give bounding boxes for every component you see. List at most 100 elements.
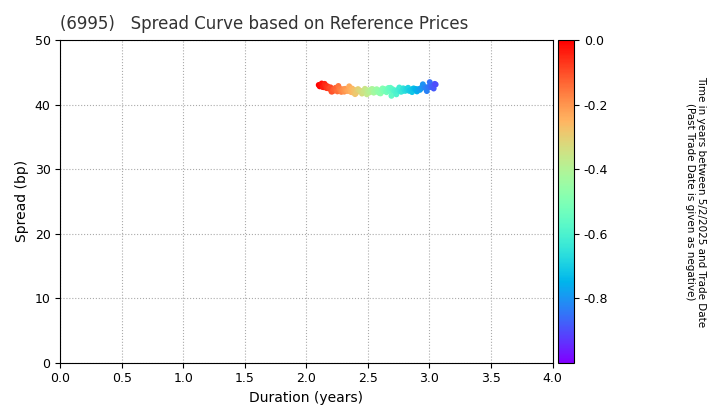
Point [317,84,328,90]
Point [382,87,393,94]
Point [332,88,343,95]
Point [409,86,420,92]
Point [343,83,355,90]
Point [390,87,401,94]
Point [338,88,350,95]
Point [426,83,438,89]
Point [343,88,354,94]
Point [384,87,395,94]
Point [349,91,361,97]
Point [430,81,441,88]
Point [429,81,441,87]
Point [379,87,391,94]
Point [428,85,439,92]
Point [362,87,374,94]
Point [422,84,433,91]
Point [384,84,396,91]
Point [336,89,347,95]
Point [355,88,366,94]
Point [346,89,357,95]
Point [344,87,356,93]
Point [405,87,417,94]
Point [389,88,400,94]
Point [357,89,369,95]
Point [397,85,409,92]
Point [378,88,390,94]
Point [419,84,431,91]
Point [325,84,336,91]
Point [370,87,382,94]
Point [402,84,414,91]
Point [401,86,413,93]
Point [313,81,325,88]
Point [316,80,328,87]
Point [420,84,431,91]
Point [365,87,377,93]
Point [333,83,344,89]
Point [366,86,377,92]
Point [406,89,418,95]
Point [346,85,358,92]
Point [383,84,395,91]
Y-axis label: Spread (bp): Spread (bp) [15,160,29,242]
Point [341,87,352,94]
Point [410,86,422,93]
Point [329,87,341,94]
Point [369,88,380,95]
Point [400,85,412,92]
Point [392,87,403,94]
Point [397,88,408,94]
Point [376,86,387,93]
Point [400,87,411,94]
Point [417,81,428,88]
Point [318,84,330,91]
Point [427,83,438,90]
Point [379,86,390,92]
Point [395,89,407,95]
Point [425,84,436,90]
Point [364,89,376,96]
Point [381,89,392,96]
Point [330,84,341,91]
Point [398,86,410,93]
Point [354,87,365,94]
Point [371,86,382,92]
Point [374,90,385,97]
Point [314,83,325,90]
Point [319,81,330,87]
Point [321,85,333,92]
Point [363,88,374,95]
Point [395,88,406,94]
Point [408,85,419,92]
Point [377,85,388,92]
Point [405,87,416,93]
Point [338,86,349,92]
Point [327,88,338,95]
Point [354,87,366,94]
Point [335,86,346,92]
Point [320,82,331,89]
Point [415,85,427,92]
Point [322,83,333,90]
Point [330,87,342,94]
Point [423,84,435,90]
Point [361,91,373,98]
Point [421,88,433,94]
Point [323,85,334,92]
Point [351,87,363,93]
Point [356,90,368,97]
Point [413,86,425,92]
Point [333,86,345,93]
Y-axis label: Time in years between 5/2/2025 and Trade Date
(Past Trade Date is given as negat: Time in years between 5/2/2025 and Trade… [685,76,706,327]
Point [360,87,372,94]
Point [348,87,360,93]
Point [373,88,384,95]
Point [325,88,337,95]
Point [328,86,339,93]
Point [336,87,348,94]
Point [392,87,404,93]
Point [386,92,397,99]
Point [341,87,353,94]
Point [352,86,364,92]
Point [403,87,415,94]
